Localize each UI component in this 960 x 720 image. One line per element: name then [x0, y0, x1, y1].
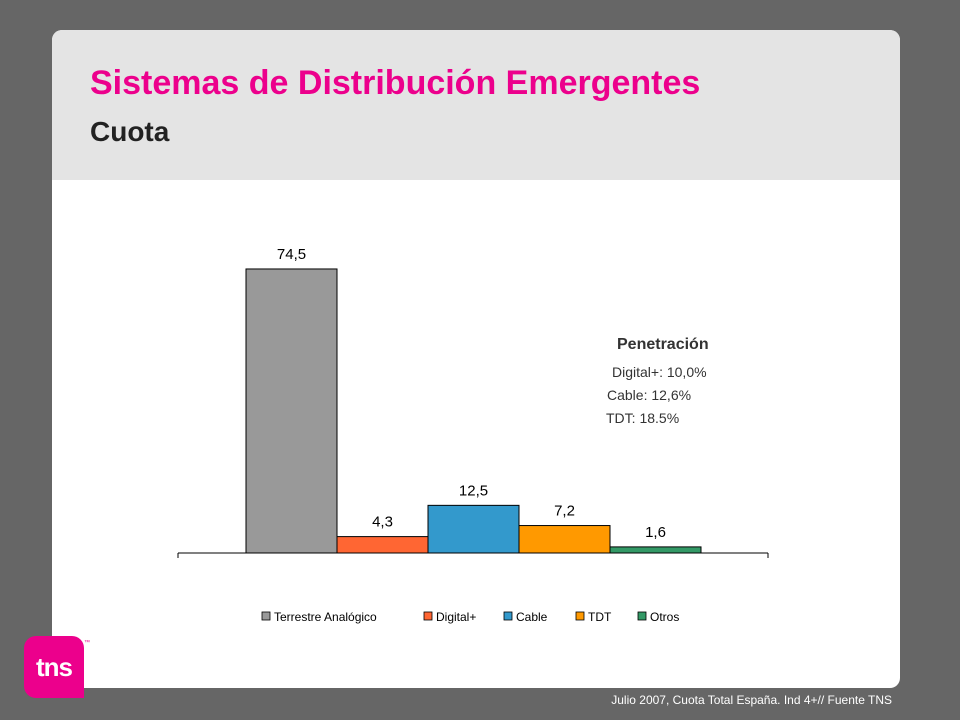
legend-swatch-2 — [503, 611, 513, 621]
slide-subtitle: Cuota — [90, 116, 170, 147]
legend-swatch-0 — [261, 611, 271, 621]
legend-label-0: Terrestre Analógico — [274, 610, 377, 624]
bar-0 — [245, 268, 338, 554]
legend-label-4: Otros — [650, 610, 679, 624]
bar-value-label-0: 74,5 — [277, 246, 306, 263]
penetracion-digital: Digital+: 10,0% — [612, 364, 707, 380]
bar-value-label-1: 4,3 — [372, 514, 393, 531]
legend-label-1: Digital+ — [436, 610, 476, 624]
bar-value-label-3: 7,2 — [554, 503, 575, 520]
penetracion-cable: Cable: 12,6% — [607, 387, 692, 403]
slide-panel: Sistemas de Distribución Emergentes Cuot… — [52, 30, 900, 688]
legend-swatch-4 — [637, 611, 647, 621]
bar-3 — [518, 525, 611, 554]
logo-text: tns — [36, 651, 73, 682]
slide-title: Sistemas de Distribución Emergentes — [90, 64, 701, 102]
legend-label-2: Cable — [516, 610, 548, 624]
tns-logo: tns — [24, 636, 84, 698]
trademark-mark: ™ — [84, 640, 90, 646]
slide-header: Sistemas de Distribución Emergentes Cuot… — [52, 30, 900, 180]
penetracion-title: Penetración — [617, 336, 709, 353]
legend-swatch-3 — [575, 611, 585, 621]
bar-value-label-4: 1,6 — [645, 524, 666, 541]
legend-label-3: TDT — [588, 610, 612, 624]
legend-swatch-1 — [423, 611, 433, 621]
bar-value-label-2: 12,5 — [459, 482, 488, 499]
bar-1 — [336, 536, 429, 554]
bar-2 — [427, 504, 520, 554]
footer-source: Julio 2007, Cuota Total España. Ind 4+//… — [611, 693, 892, 707]
penetracion-tdt: TDT: 18.5% — [606, 410, 680, 426]
bar-4 — [609, 546, 702, 554]
